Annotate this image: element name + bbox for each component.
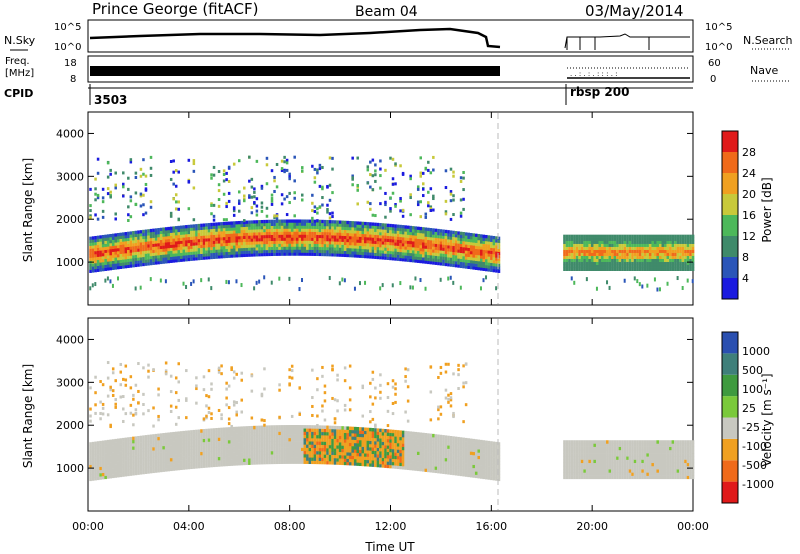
beam-label: Beam 04 — [355, 4, 418, 20]
colorbar-tick-label: -100 — [742, 440, 767, 453]
nave-tick-bottom: 0 — [710, 74, 716, 85]
colorbar-swatch — [722, 332, 738, 354]
y-tick-label: 2000 — [56, 419, 84, 432]
power-colorbar: Power [dB] 4 8 12 16 20 24 28 — [721, 130, 774, 300]
y-tick-label: 1000 — [56, 256, 84, 269]
nsky-trace — [89, 27, 501, 49]
nsky-tick-top: 10^5 — [54, 22, 81, 33]
colorbar-tick-label: 16 — [742, 209, 756, 222]
x-tick-label: 20:00 — [576, 520, 608, 533]
colorbar-swatch — [722, 131, 738, 152]
y-tick-label: 3000 — [56, 376, 84, 389]
x-tick-label: 00:00 — [72, 520, 104, 533]
freq-tick-bottom: 8 — [70, 74, 76, 85]
freq-label-line1: Freq. — [5, 56, 30, 67]
y-tick-label: 1000 — [56, 462, 84, 475]
nave-scatter: . . : . : . : : : . : — [570, 70, 618, 78]
colorbar-swatch — [722, 152, 738, 173]
x-tick-label: 08:00 — [274, 520, 306, 533]
power-ylabel: Slant Range [km] — [21, 158, 35, 262]
velocity-heatmap — [89, 361, 695, 482]
cpid-label: CPID — [4, 87, 33, 100]
cpid-value-1: 3503 — [94, 93, 127, 107]
x-tick-label: 12:00 — [375, 520, 407, 533]
freq-label-line2: [MHz] — [5, 68, 34, 79]
nsearch-tick-top: 10^5 — [705, 22, 732, 33]
freq-tick-top: 18 — [64, 58, 77, 69]
colorbar-tick-label: 20 — [742, 188, 756, 201]
x-axis: 00:00 04:00 08:00 12:00 16:00 20:00 00:00 — [72, 112, 709, 533]
colorbar-swatch — [722, 374, 738, 397]
colorbar-tick-label: 28 — [742, 146, 756, 159]
colorbar-swatch — [722, 278, 738, 299]
colorbar-swatch — [722, 173, 738, 194]
power-panel: 1000 2000 3000 4000 Slant Range [km] — [21, 111, 695, 306]
velocity-colorbar-label: Velocity [m s⁻¹] — [760, 373, 774, 466]
x-axis-label: Time UT — [364, 540, 415, 554]
colorbar-tick-label: -500 — [742, 459, 767, 472]
power-colorbar-label: Power [dB] — [760, 177, 774, 242]
colorbar-swatch — [722, 417, 738, 439]
colorbar-tick-label: -25 — [742, 421, 760, 434]
colorbar-tick-label: 100 — [742, 383, 763, 396]
colorbar-tick-label: 4 — [742, 272, 749, 285]
colorbar-swatch — [722, 353, 738, 375]
colorbar-tick-label: 12 — [742, 230, 756, 243]
nsky-label: N.Sky — [4, 34, 36, 47]
freq-band — [90, 66, 500, 76]
nave-label: Nave — [750, 64, 778, 77]
colorbar-tick-label: 8 — [742, 251, 749, 264]
y-tick-label: 2000 — [56, 213, 84, 226]
colorbar-swatch — [722, 215, 738, 236]
cpid-value-2: rbsp 200 — [570, 85, 629, 99]
x-tick-label: 00:00 — [677, 520, 709, 533]
x-tick-label: 04:00 — [173, 520, 205, 533]
nsearch-tick-bottom: 10^0 — [705, 42, 732, 53]
colorbar-swatch — [722, 194, 738, 215]
velocity-panel: 1000 2000 3000 4000 Slant Range [km] — [21, 317, 695, 512]
station-title: Prince George (fitACF) — [92, 0, 258, 18]
y-tick-label: 4000 — [56, 127, 84, 140]
colorbar-tick-label: 24 — [742, 167, 756, 180]
colorbar-swatch — [722, 257, 738, 278]
colorbar-tick-label: -1000 — [742, 478, 774, 491]
nsky-tick-bottom: 10^0 — [54, 42, 81, 53]
power-heatmap — [89, 155, 695, 292]
x-tick-label: 16:00 — [475, 520, 507, 533]
y-tick-label: 4000 — [56, 333, 84, 346]
y-tick-label: 3000 — [56, 170, 84, 183]
freq-strip: Freq. [MHz] 18 8 60 0 Nave . . : . : . :… — [5, 55, 790, 85]
colorbar-swatch — [722, 396, 738, 418]
colorbar-tick-label: 25 — [742, 402, 756, 415]
velocity-colorbar: Velocity [m s⁻¹] -1000 -500 -100 -25 25 100 50… — [721, 331, 774, 504]
velocity-ylabel: Slant Range [km] — [21, 364, 35, 468]
nave-tick-top: 60 — [708, 58, 721, 69]
nsky-strip: N.Sky 10^5 10^0 10^5 10^0 N.Search — [4, 19, 793, 53]
nsearch-trace — [564, 33, 690, 49]
colorbar-swatch — [722, 460, 738, 482]
colorbar-tick-label: 500 — [742, 364, 763, 377]
colorbar-tick-label: 1000 — [742, 345, 770, 358]
colorbar-swatch — [722, 236, 738, 257]
nsearch-label: N.Search — [743, 34, 793, 47]
colorbar-swatch — [722, 438, 738, 461]
date-label: 03/May/2014 — [585, 2, 683, 20]
cpid-strip: CPID 3503 rbsp 200 — [4, 84, 693, 107]
colorbar-swatch — [722, 481, 738, 503]
